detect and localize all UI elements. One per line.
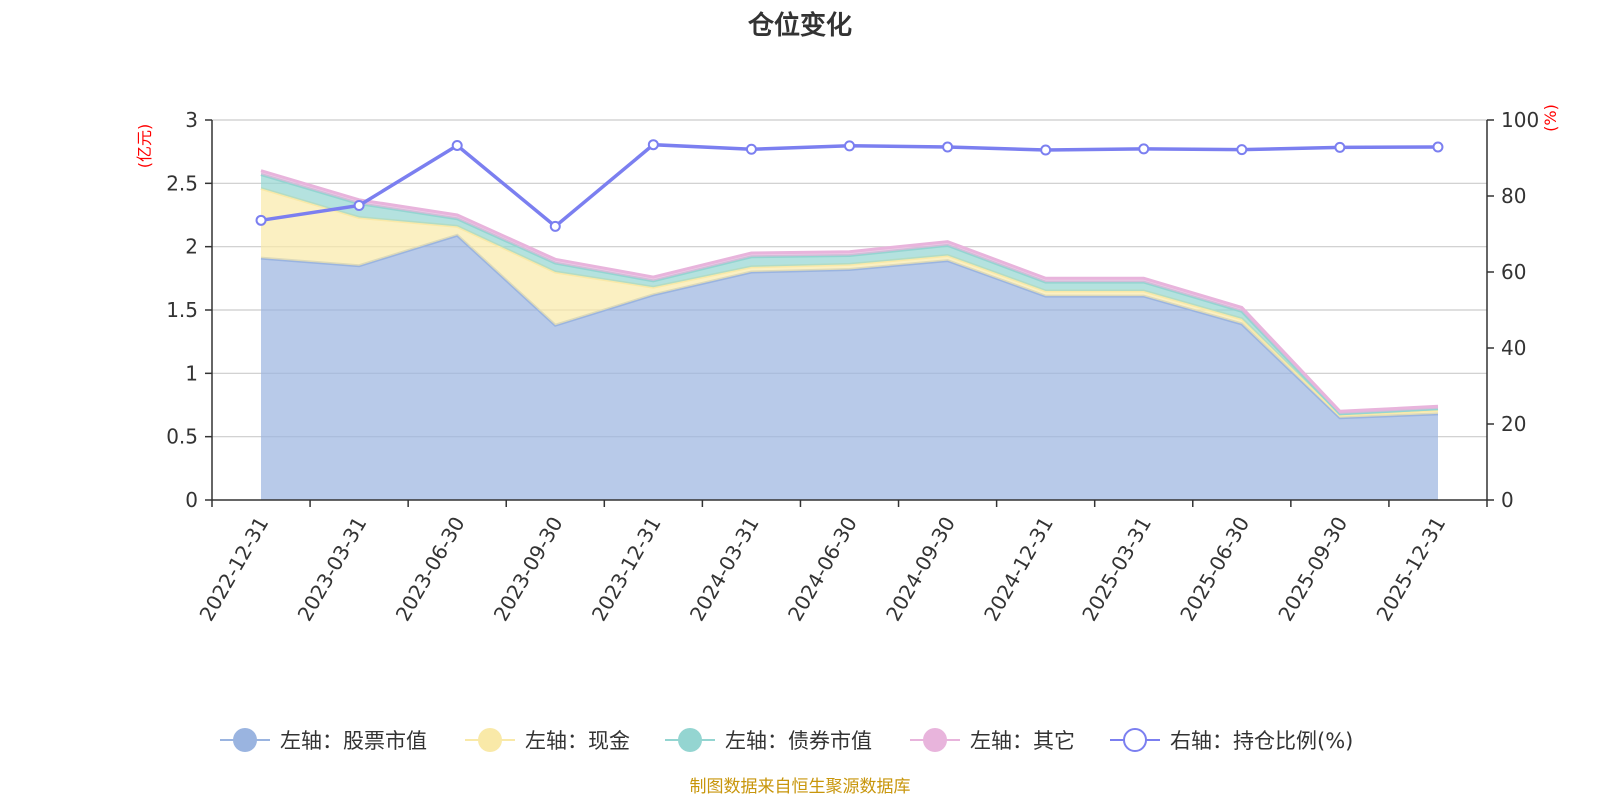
x-tick-label: 2024-03-31 <box>685 513 764 626</box>
legend-label: 左轴：其它 <box>970 729 1075 753</box>
ratio-point <box>1040 144 1052 156</box>
legend-item-5: 右轴：持仓比例(%) <box>1110 728 1353 753</box>
legend-item-1: 左轴：股票市值 <box>220 728 427 753</box>
legend-marker <box>678 728 702 752</box>
ratio-line <box>255 139 1444 232</box>
ratio-point <box>1432 141 1444 153</box>
x-tick-label: 2025-03-31 <box>1077 513 1156 626</box>
ratio-point <box>1236 144 1248 156</box>
left-tick-label: 0.5 <box>166 425 198 449</box>
x-tick-label: 2024-12-31 <box>979 513 1058 626</box>
legend-label: 右轴：持仓比例(%) <box>1170 729 1353 753</box>
x-tick-label: 2025-06-30 <box>1175 513 1254 626</box>
x-tick-label: 2023-12-31 <box>587 513 666 626</box>
right-tick-label: 80 <box>1501 184 1526 208</box>
right-tick-label: 100 <box>1501 108 1539 132</box>
x-tick-label: 2025-12-31 <box>1371 513 1450 626</box>
legend-marker <box>1123 728 1147 752</box>
ratio-point <box>353 200 365 211</box>
left-tick-label: 2.5 <box>166 171 198 195</box>
x-tick-label: 2024-09-30 <box>881 513 960 626</box>
x-tick-label: 2023-03-31 <box>293 513 372 626</box>
legend-item-3: 左轴：债券市值 <box>665 728 872 753</box>
left-tick-label: 3 <box>185 108 198 132</box>
stacked-areas <box>260 169 1439 501</box>
legend-marker <box>478 728 502 752</box>
right-axis-unit: (%) <box>1541 104 1560 132</box>
left-tick-label: 1.5 <box>166 298 198 322</box>
ratio-point <box>255 214 267 226</box>
ratio-point <box>647 139 659 151</box>
legend-label: 左轴：现金 <box>525 729 630 753</box>
legend-marker <box>923 728 947 752</box>
x-tick-label: 2023-09-30 <box>489 513 568 626</box>
x-tick-label: 2025-09-30 <box>1273 513 1352 626</box>
x-tick-label: 2022-12-31 <box>194 513 273 626</box>
left-tick-label: 0 <box>185 488 198 512</box>
legend-marker <box>233 728 257 752</box>
x-tick-label: 2024-06-30 <box>783 513 862 626</box>
legend-item-2: 左轴：现金 <box>465 728 630 753</box>
left-tick-label: 1 <box>185 361 198 385</box>
right-tick-label: 60 <box>1501 260 1526 284</box>
ratio-point <box>451 139 463 151</box>
ratio-point <box>1334 141 1346 153</box>
ratio-point <box>1138 143 1150 155</box>
right-tick-label: 20 <box>1501 412 1526 436</box>
chart-title: 仓位变化 <box>747 10 852 41</box>
ratio-point <box>549 220 561 232</box>
left-tick-label: 2 <box>185 235 198 259</box>
area-1 <box>261 235 1438 501</box>
area-edge-4 <box>260 169 1439 413</box>
right-tick-label: 0 <box>1501 488 1514 512</box>
legend-item-4: 左轴：其它 <box>910 728 1075 753</box>
ratio-point <box>942 141 954 153</box>
legend: 左轴：股票市值 左轴：现金 左轴：债券市值 左轴：其它 右轴：持仓比例(%) <box>220 728 1353 753</box>
source-note: 制图数据来自恒生聚源数据库 <box>690 777 911 797</box>
right-tick-label: 40 <box>1501 336 1526 360</box>
legend-label: 左轴：股票市值 <box>280 729 427 753</box>
x-tick-label: 2023-06-30 <box>391 513 470 626</box>
legend-label: 左轴：债券市值 <box>725 729 872 753</box>
ratio-point <box>745 143 757 155</box>
ratio-point <box>844 140 855 152</box>
left-axis-unit: (亿元) <box>135 124 154 169</box>
